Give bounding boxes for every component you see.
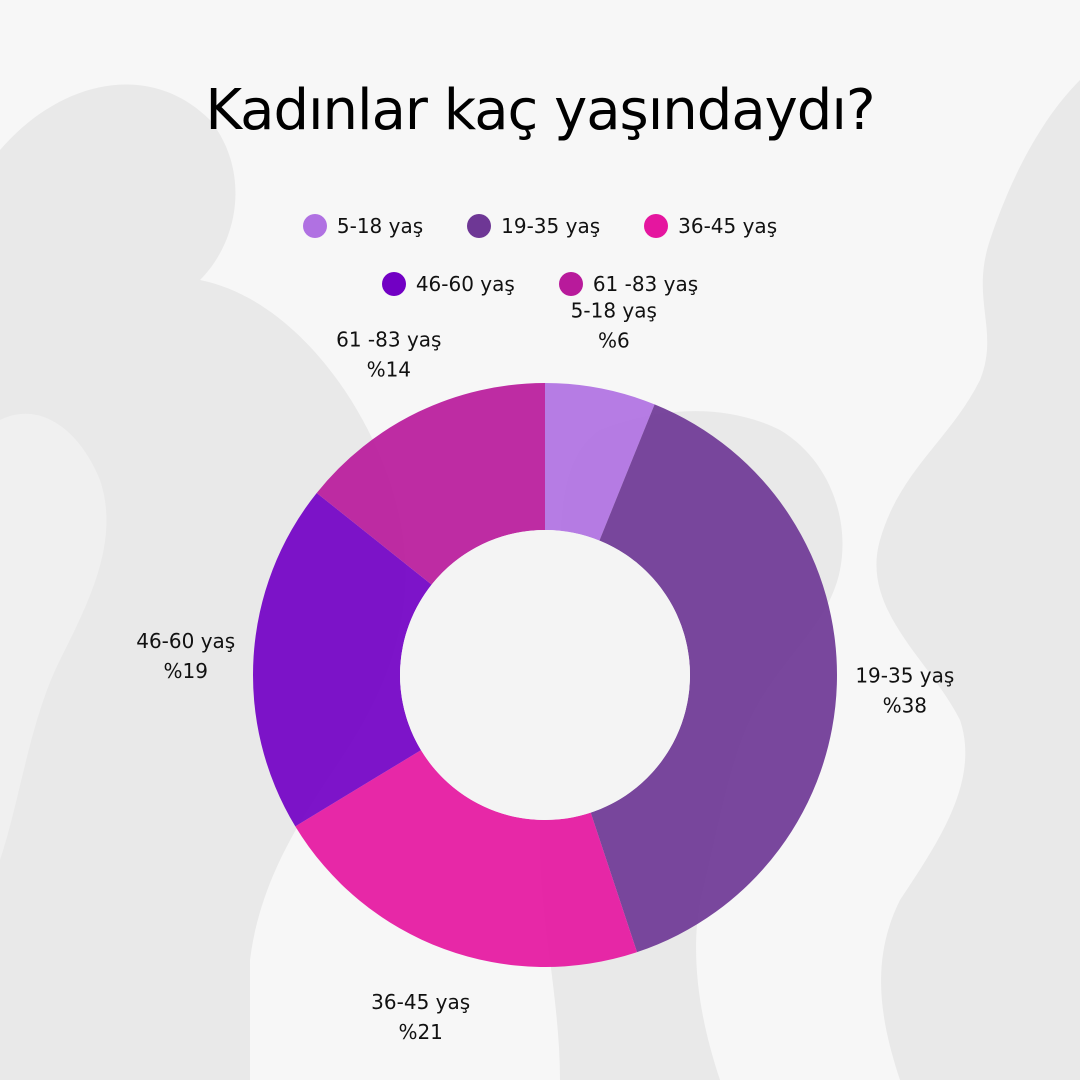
legend-swatch bbox=[644, 214, 669, 238]
legend-item-5-18: 5-18 yaş bbox=[302, 214, 424, 238]
donut-slice bbox=[252, 492, 432, 827]
legend-item-61-83: 61 -83 yaş bbox=[558, 272, 699, 296]
legend-swatch bbox=[467, 214, 492, 238]
slice-category-label: 5-18 yaş bbox=[571, 299, 657, 323]
donut-slice bbox=[590, 404, 837, 953]
slice-labels: 5-18 yaş %6 19-35 yaş %38 36-45 yaş %21 46-60 … bbox=[136, 299, 954, 1044]
legend-row-2: 46-60 yaş 61 -83 yaş bbox=[0, 272, 1080, 296]
legend-label: 36-45 yaş bbox=[678, 214, 778, 238]
legend-item-46-60: 46-60 yaş bbox=[381, 272, 515, 296]
donut-slice bbox=[545, 383, 655, 541]
legend-label: 19-35 yaş bbox=[501, 214, 601, 238]
slice-value-label: %6 bbox=[598, 329, 630, 353]
legend-swatch bbox=[381, 272, 406, 296]
slice-value-label: %19 bbox=[164, 659, 208, 683]
slice-category-label: 19-35 yaş bbox=[855, 664, 954, 688]
donut-hole bbox=[400, 530, 690, 820]
slice-category-label: 46-60 yaş bbox=[136, 629, 235, 653]
legend-row-1: 5-18 yaş 19-35 yaş 36-45 yaş bbox=[0, 214, 1080, 238]
legend-item-36-45: 36-45 yaş bbox=[644, 214, 777, 238]
legend-label: 5-18 yaş bbox=[336, 214, 424, 238]
slice-category-label: 61 -83 yaş bbox=[336, 328, 441, 352]
legend-swatch bbox=[302, 214, 327, 238]
slice-value-label: %14 bbox=[367, 358, 411, 382]
donut-slice bbox=[295, 750, 638, 967]
donut-slice bbox=[316, 383, 545, 585]
donut-slices bbox=[252, 383, 837, 967]
slice-category-label: 36-45 yaş bbox=[371, 990, 470, 1014]
legend-label: 46-60 yaş bbox=[415, 272, 515, 296]
legend-item-19-35: 19-35 yaş bbox=[467, 214, 600, 238]
legend-swatch bbox=[558, 272, 583, 296]
slice-value-label: %38 bbox=[883, 694, 927, 718]
chart-title: Kadınlar kaç yaşındaydı? bbox=[205, 78, 875, 143]
legend-label: 61 -83 yaş bbox=[592, 272, 699, 296]
slice-value-label: %21 bbox=[398, 1020, 442, 1044]
